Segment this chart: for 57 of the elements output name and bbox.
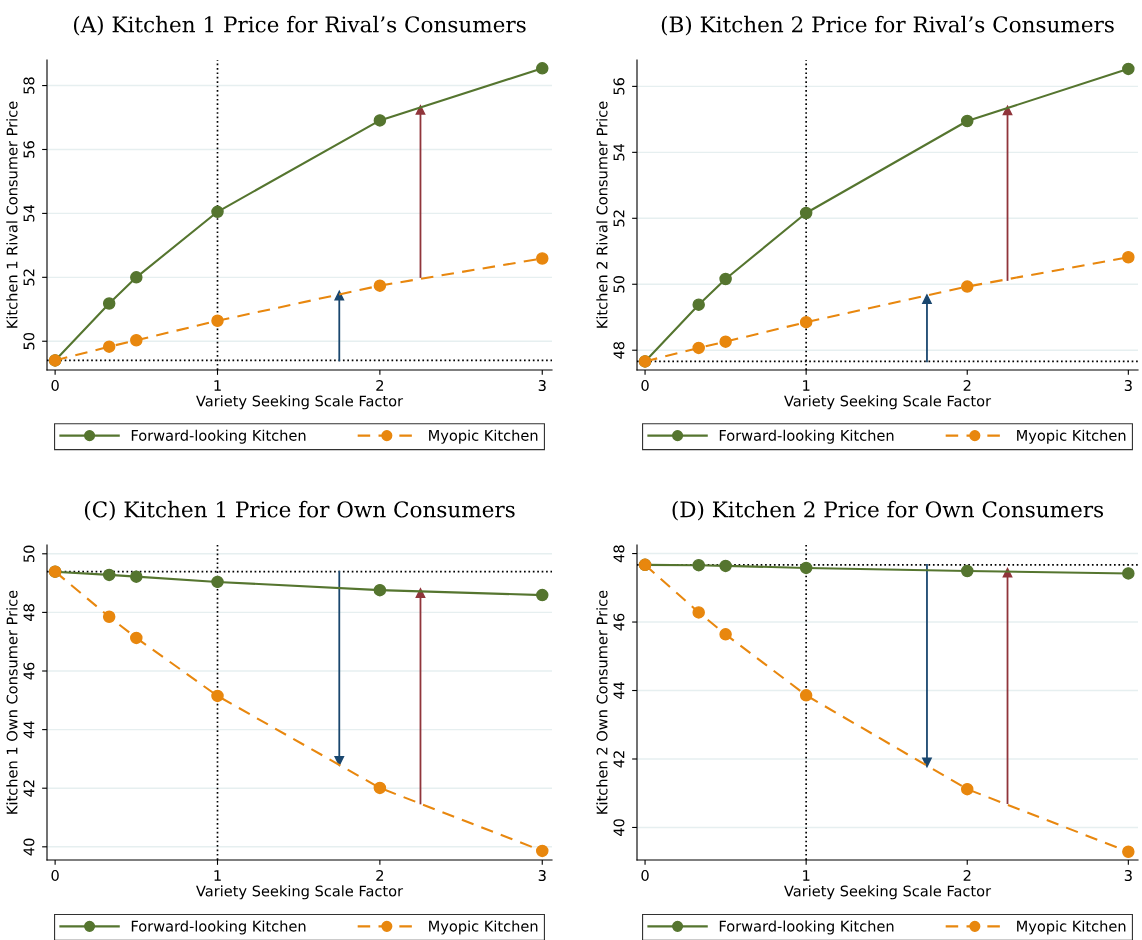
x-tick-label: 1 xyxy=(803,870,810,881)
y-axis-title: Kitchen 2 Rival Consumer Price xyxy=(596,101,608,328)
x-tick-label: 0 xyxy=(51,379,59,392)
x-tick-label: 3 xyxy=(538,869,546,882)
y-tick-label: 52 xyxy=(613,210,625,227)
y-tick-label: 48 xyxy=(613,341,625,359)
y-axis-title: Kitchen 1 Own Consumer Price xyxy=(6,590,18,814)
y-axis-title: Kitchen 1 Rival Consumer Price xyxy=(6,101,18,328)
x-tick-label: 2 xyxy=(376,379,384,391)
y-tick-label: 40 xyxy=(23,838,35,856)
legend-label: Forward-looking Kitchen xyxy=(131,920,306,935)
y-tick-label: 42 xyxy=(23,780,35,797)
x-tick-label: 0 xyxy=(641,869,649,882)
y-tick-label: 44 xyxy=(23,721,35,739)
legend-label: Myopic Kitchen xyxy=(1017,429,1126,444)
y-tick-label: 56 xyxy=(613,78,625,95)
y-tick-label: 54 xyxy=(613,143,625,161)
x-tick-label: 0 xyxy=(641,379,649,392)
y-tick-label: 40 xyxy=(613,819,625,837)
chart-title: (A) Kitchen 1 Price for Rival’s Consumers xyxy=(73,15,526,36)
y-tick-label: 50 xyxy=(23,332,35,350)
x-tick-label: 2 xyxy=(963,869,971,881)
y-tick-label: 50 xyxy=(23,545,35,562)
x-tick-label: 2 xyxy=(963,379,971,391)
y-tick-label: 48 xyxy=(23,604,35,621)
chart-title: (D) Kitchen 2 Price for Own Consumers xyxy=(672,500,1104,521)
x-tick-label: 3 xyxy=(538,379,546,392)
y-axis-title: Kitchen 2 Own Consumer Price xyxy=(596,590,608,814)
x-tick-label: 0 xyxy=(51,869,59,882)
y-tick-label: 50 xyxy=(613,275,625,293)
y-tick-label: 56 xyxy=(23,141,35,158)
legend-label: Myopic Kitchen xyxy=(429,429,538,444)
y-tick-label: 42 xyxy=(613,751,625,768)
x-tick-label: 2 xyxy=(376,869,384,881)
legend-label: Forward-looking Kitchen xyxy=(719,920,894,935)
chart-title: (B) Kitchen 2 Price for Rival’s Consumers xyxy=(661,15,1114,36)
y-tick-label: 44 xyxy=(613,682,625,700)
x-axis-title: Variety Seeking Scale Factor xyxy=(784,885,992,900)
x-tick-label: 1 xyxy=(214,870,221,881)
y-tick-label: 54 xyxy=(23,204,35,222)
chart-title: (C) Kitchen 1 Price for Own Consumers xyxy=(84,500,515,521)
y-tick-label: 46 xyxy=(23,662,35,680)
x-axis-title: Variety Seeking Scale Factor xyxy=(196,885,404,900)
y-tick-label: 46 xyxy=(613,613,625,631)
y-tick-label: 58 xyxy=(23,77,35,94)
x-axis-title: Variety Seeking Scale Factor xyxy=(784,395,992,410)
y-tick-label: 52 xyxy=(23,269,35,286)
x-tick-label: 3 xyxy=(1124,379,1132,392)
x-axis-title: Variety Seeking Scale Factor xyxy=(196,395,404,410)
legend-label: Myopic Kitchen xyxy=(1017,920,1126,935)
x-tick-label: 1 xyxy=(214,380,221,391)
y-tick-label: 48 xyxy=(613,545,625,563)
legend-label: Forward-looking Kitchen xyxy=(131,429,306,444)
legend-label: Myopic Kitchen xyxy=(429,920,538,935)
x-tick-label: 1 xyxy=(803,380,810,391)
legend-label: Forward-looking Kitchen xyxy=(719,429,894,444)
x-tick-label: 3 xyxy=(1124,869,1132,882)
